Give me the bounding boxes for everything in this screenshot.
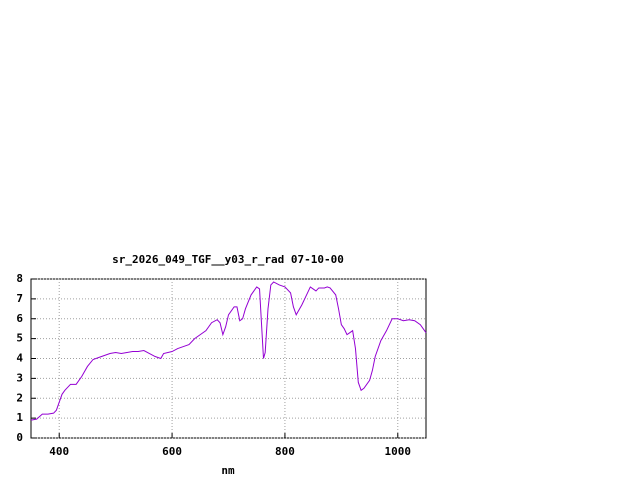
x-tick-label: 600 — [162, 445, 182, 458]
data-line — [30, 281, 427, 421]
y-tick-label: 4 — [16, 352, 23, 365]
x-tick-label: 1000 — [385, 445, 412, 458]
x-axis-label: nm — [221, 464, 235, 477]
y-tick-label: 1 — [16, 411, 23, 424]
chart-title: sr_2026_049_TGF__y03_r_rad 07-10-00 — [112, 253, 344, 266]
x-tick-label: 400 — [49, 445, 69, 458]
plot-frame — [30, 278, 427, 439]
y-tick-label: 6 — [16, 312, 23, 325]
x-tick-label: 800 — [275, 445, 295, 458]
y-tick-label: 5 — [16, 332, 23, 345]
y-tick-label: 0 — [16, 431, 23, 444]
y-tick-label: 3 — [16, 371, 23, 384]
y-tick-label: 7 — [16, 292, 23, 305]
y-tick-label: 8 — [16, 272, 23, 285]
y-tick-label: 2 — [16, 391, 23, 404]
